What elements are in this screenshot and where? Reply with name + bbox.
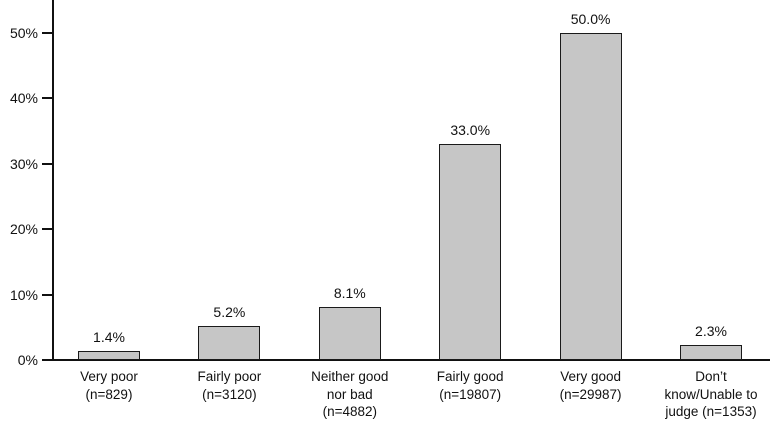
y-axis-tick: [42, 32, 52, 34]
bar: [559, 33, 622, 360]
x-axis-category-label: Fairly poor (n=3120): [197, 369, 262, 402]
x-axis-category-label: Very good (n=29987): [559, 369, 622, 402]
y-axis-tick: [42, 162, 52, 165]
bar-value-label: 2.3%: [695, 322, 727, 339]
y-axis-tick: [42, 359, 52, 361]
bar-value-label: 33.0%: [450, 122, 491, 139]
y-axis-tick-label: 40%: [9, 90, 38, 107]
y-axis-tick: [42, 228, 52, 231]
y-axis-tick-label: 20%: [9, 221, 38, 238]
bar-value-label: 5.2%: [213, 304, 246, 320]
bar-value-label: 8.1%: [333, 285, 366, 302]
bar: [439, 144, 502, 360]
bar: [318, 307, 381, 360]
y-axis-tick-label: 50%: [9, 25, 38, 41]
x-axis-line: [42, 359, 770, 361]
x-axis-category-label: Very poor (n=829): [80, 369, 138, 402]
x-axis-category-label: Don’t know/Unable to judge (n=1353): [664, 369, 758, 419]
x-axis-category-label: Neither good nor bad (n=4882): [311, 369, 389, 419]
y-axis-tick-label: 10%: [9, 286, 38, 303]
y-axis-tick: [42, 97, 52, 100]
bar: [78, 350, 140, 360]
bar-value-label: 1.4%: [93, 328, 125, 345]
y-axis-tick: [42, 293, 52, 296]
x-axis-category-label: Fairly good (n=19807): [436, 369, 504, 402]
y-axis-tick-label: 0%: [17, 352, 38, 368]
y-axis-line: [52, 0, 54, 361]
bar: [198, 325, 261, 360]
bar: [680, 344, 742, 360]
y-axis-tick-label: 30%: [9, 155, 38, 172]
bar-value-label: 50.0%: [570, 11, 611, 27]
